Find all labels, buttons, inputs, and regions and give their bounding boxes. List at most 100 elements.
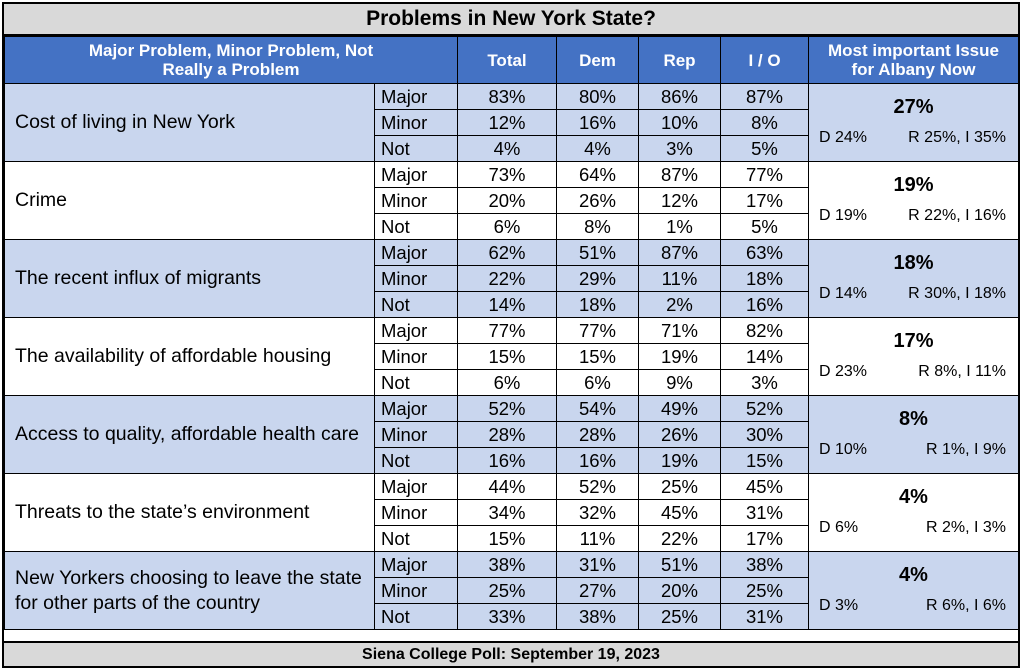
cell-rep: 87% xyxy=(638,239,721,266)
cell-io: 87% xyxy=(720,83,809,110)
important-dem: D 24% xyxy=(819,129,868,146)
level-label: Not xyxy=(374,291,458,318)
question-label: Access to quality, affordable health car… xyxy=(4,395,375,474)
cell-total: 6% xyxy=(457,369,557,396)
table-row: New Yorkers choosing to leave the state … xyxy=(4,551,1019,630)
table-row: The availability of affordable housing Ma… xyxy=(4,317,1019,396)
cell-io: 77% xyxy=(720,161,809,188)
cell-io: 17% xyxy=(720,187,809,214)
table-row: Minor 25% 27% 20% 25% xyxy=(5,577,1019,604)
question-label: Crime xyxy=(4,161,375,240)
cell-total: 22% xyxy=(457,265,557,292)
cell-rep: 1% xyxy=(638,213,721,240)
cell-rep: 22% xyxy=(638,525,721,552)
table-row: Cost of living in New York Major 83% 80% 86%… xyxy=(4,83,1019,162)
cell-total: 44% xyxy=(457,473,557,500)
cell-rep: 20% xyxy=(638,577,721,604)
cell-rep: 11% xyxy=(638,265,721,292)
table-row: Minor 12% 16% 10% 8% xyxy=(5,109,1019,136)
cell-rep: 3% xyxy=(638,135,721,162)
cell-dem: 51% xyxy=(556,239,639,266)
cell-dem: 38% xyxy=(556,603,639,630)
level-label: Minor xyxy=(374,109,458,136)
question-label: New Yorkers choosing to leave the state … xyxy=(4,551,375,630)
cell-io: 31% xyxy=(720,499,809,526)
level-label: Minor xyxy=(374,577,458,604)
important-rep-ind: R 1%, I 9% xyxy=(925,441,1006,458)
header-question: Major Problem, Minor Problem, Not Really… xyxy=(4,36,458,84)
table-title: Problems in New York State? xyxy=(4,4,1018,36)
level-label: Major xyxy=(374,395,458,422)
cell-rep: 87% xyxy=(638,161,721,188)
level-label: Major xyxy=(374,317,458,344)
cell-dem: 32% xyxy=(556,499,639,526)
cell-rep: 86% xyxy=(638,83,721,110)
cell-io: 45% xyxy=(720,473,809,500)
cell-io: 17% xyxy=(720,525,809,552)
important-pct: 4% xyxy=(899,486,928,508)
poll-table: Major Problem, Minor Problem, Not Really… xyxy=(4,36,1019,630)
cell-dem: 18% xyxy=(556,291,639,318)
table-row: Not 6% 8% 1% 5% xyxy=(5,213,1019,240)
table-row: Threats to the state’s environment Major 4… xyxy=(4,473,1019,552)
source-footer: Siena College Poll: September 19, 2023 xyxy=(4,641,1018,666)
table-row: The recent influx of migrants Major 62% 51%… xyxy=(4,239,1019,318)
cell-dem: 77% xyxy=(556,317,639,344)
important-rep-ind: R 6%, I 6% xyxy=(925,597,1006,614)
table-row: Access to quality, affordable health car… xyxy=(4,395,1019,474)
important-pct: 4% xyxy=(899,564,928,586)
cell-io: 18% xyxy=(720,265,809,292)
header-row: Major Problem, Minor Problem, Not Really… xyxy=(4,36,1019,84)
cell-dem: 16% xyxy=(556,447,639,474)
cell-total: 28% xyxy=(457,421,557,448)
cell-io: 5% xyxy=(720,135,809,162)
cell-total: 52% xyxy=(457,395,557,422)
level-label: Minor xyxy=(374,265,458,292)
cell-dem: 16% xyxy=(556,109,639,136)
important-dem: D 14% xyxy=(819,285,868,302)
table-row: Not 6% 6% 9% 3% xyxy=(5,369,1019,396)
level-label: Not xyxy=(374,213,458,240)
level-label: Not xyxy=(374,525,458,552)
cell-rep: 51% xyxy=(638,551,721,578)
cell-rep: 26% xyxy=(638,421,721,448)
cell-dem: 80% xyxy=(556,83,639,110)
cell-rep: 49% xyxy=(638,395,721,422)
level-label: Major xyxy=(374,83,458,110)
question-label: Threats to the state’s environment xyxy=(4,473,375,552)
level-label: Not xyxy=(374,135,458,162)
important-rep-ind: R 22%, I 16% xyxy=(908,207,1006,224)
cell-rep: 10% xyxy=(638,109,721,136)
cell-total: 14% xyxy=(457,291,557,318)
level-label: Major xyxy=(374,473,458,500)
cell-io: 5% xyxy=(720,213,809,240)
cell-rep: 19% xyxy=(638,343,721,370)
important-dem: D 10% xyxy=(819,441,868,458)
cell-total: 62% xyxy=(457,239,557,266)
important-issue-cell: 19% D 19% R 22%, I 16% xyxy=(808,161,1019,240)
important-pct: 17% xyxy=(893,330,934,352)
cell-total: 4% xyxy=(457,135,557,162)
cell-total: 83% xyxy=(457,83,557,110)
table-row: Minor 15% 15% 19% 14% xyxy=(5,343,1019,370)
important-issue-cell: 18% D 14% R 30%, I 18% xyxy=(808,239,1019,318)
cell-dem: 27% xyxy=(556,577,639,604)
cell-dem: 28% xyxy=(556,421,639,448)
header-important: Most important Issue for Albany Now xyxy=(808,36,1019,84)
table-row: Minor 22% 29% 11% 18% xyxy=(5,265,1019,292)
cell-dem: 8% xyxy=(556,213,639,240)
level-label: Minor xyxy=(374,187,458,214)
cell-total: 20% xyxy=(457,187,557,214)
header-rep: Rep xyxy=(638,36,721,84)
cell-rep: 45% xyxy=(638,499,721,526)
cell-rep: 25% xyxy=(638,473,721,500)
table-row: Not 33% 38% 25% 31% xyxy=(5,603,1019,630)
cell-total: 15% xyxy=(457,343,557,370)
question-label: The recent influx of migrants xyxy=(4,239,375,318)
cell-total: 73% xyxy=(457,161,557,188)
cell-io: 3% xyxy=(720,369,809,396)
important-pct: 18% xyxy=(893,252,934,274)
important-dem: D 23% xyxy=(819,363,868,380)
cell-io: 30% xyxy=(720,421,809,448)
